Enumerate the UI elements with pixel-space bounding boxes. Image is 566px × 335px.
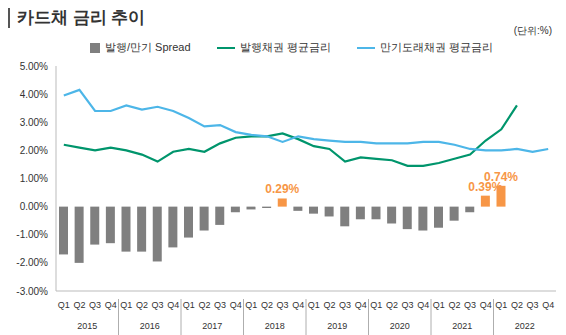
svg-text:2017: 2017 (202, 321, 222, 331)
svg-text:2015: 2015 (77, 321, 97, 331)
svg-text:-3.00%: -3.00% (16, 286, 48, 297)
svg-text:Q1: Q1 (183, 300, 195, 310)
svg-text:Q2: Q2 (73, 300, 85, 310)
svg-text:Q3: Q3 (89, 300, 101, 310)
svg-text:0.29%: 0.29% (265, 182, 299, 196)
svg-text:1.00%: 1.00% (20, 173, 48, 184)
svg-text:Q2: Q2 (448, 300, 460, 310)
svg-text:Q2: Q2 (386, 300, 398, 310)
html-text:발행채권 평균금리: 발행채권 평균금리 (239, 41, 331, 53)
html-text:카드채 금리 추이: 카드채 금리 추이 (17, 8, 146, 27)
svg-text:Q4: Q4 (542, 300, 554, 310)
svg-text:Q3: Q3 (277, 300, 289, 310)
svg-text:2016: 2016 (140, 321, 160, 331)
svg-text:0.00%: 0.00% (20, 201, 48, 212)
html-text:(단위:%): (단위:%) (513, 25, 552, 36)
svg-text:2.00%: 2.00% (20, 145, 48, 156)
svg-text:Q4: Q4 (230, 300, 242, 310)
svg-text:Q1: Q1 (308, 300, 320, 310)
svg-text:Q3: Q3 (527, 300, 539, 310)
svg-text:-2.00%: -2.00% (16, 257, 48, 268)
svg-text:2020: 2020 (390, 321, 410, 331)
svg-text:5.00%: 5.00% (20, 61, 48, 72)
svg-text:Q2: Q2 (323, 300, 335, 310)
svg-text:Q3: Q3 (152, 300, 164, 310)
svg-text:4.00%: 4.00% (20, 89, 48, 100)
svg-text:Q2: Q2 (136, 300, 148, 310)
html-text:발행/만기 Spread: 발행/만기 Spread (105, 41, 191, 53)
svg-text:Q3: Q3 (214, 300, 226, 310)
svg-text:Q3: Q3 (339, 300, 351, 310)
svg-text:Q4: Q4 (292, 300, 304, 310)
svg-text:Q1: Q1 (245, 300, 257, 310)
svg-text:2018: 2018 (265, 321, 285, 331)
svg-text:Q1: Q1 (58, 300, 70, 310)
svg-text:2022: 2022 (515, 321, 535, 331)
svg-text:2021: 2021 (452, 321, 472, 331)
svg-text:Q4: Q4 (105, 300, 117, 310)
svg-text:3.00%: 3.00% (20, 117, 48, 128)
svg-text:Q2: Q2 (261, 300, 273, 310)
svg-text:Q4: Q4 (355, 300, 367, 310)
svg-text:Q1: Q1 (120, 300, 132, 310)
svg-text:Q1: Q1 (370, 300, 382, 310)
html-text:만기도래채권 평균금리: 만기도래채권 평균금리 (379, 41, 493, 53)
svg-text:Q4: Q4 (417, 300, 429, 310)
svg-text:Q3: Q3 (402, 300, 414, 310)
svg-text:-1.00%: -1.00% (16, 229, 48, 240)
svg-text:Q1: Q1 (433, 300, 445, 310)
svg-text:0.39%: 0.39% (468, 179, 503, 194)
svg-text:Q3: Q3 (464, 300, 476, 310)
svg-text:2019: 2019 (327, 321, 347, 331)
svg-text:0.74%: 0.74% (484, 170, 518, 184)
svg-text:Q4: Q4 (167, 300, 179, 310)
svg-text:Q2: Q2 (198, 300, 210, 310)
svg-text:Q2: Q2 (511, 300, 523, 310)
svg-text:Q1: Q1 (495, 300, 507, 310)
svg-text:Q4: Q4 (480, 300, 492, 310)
